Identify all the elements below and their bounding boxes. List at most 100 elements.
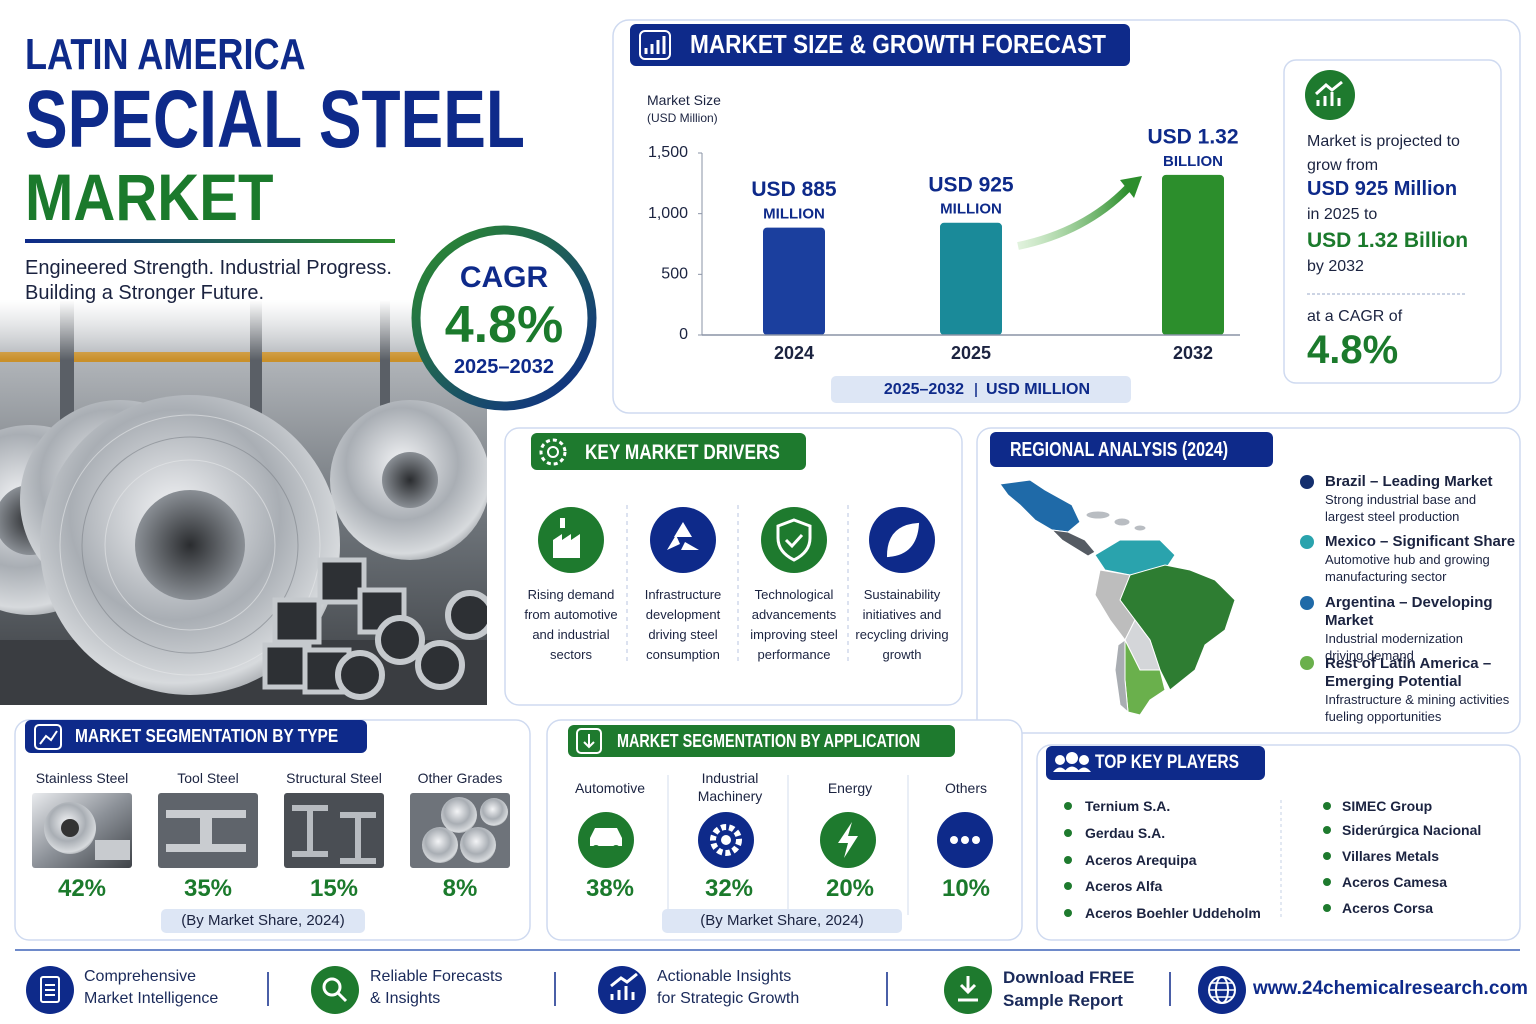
player: Aceros Camesa bbox=[1342, 874, 1448, 890]
application-share: 10% bbox=[941, 875, 991, 902]
y-axis-title: Market Size bbox=[647, 92, 721, 108]
region-item: Rest of Latin America – Emerging Potenti… bbox=[1325, 655, 1510, 725]
footer-text: Actionable Insights bbox=[657, 968, 792, 985]
graphic-circle bbox=[539, 438, 567, 466]
graphic-rect bbox=[40, 976, 60, 1003]
caption-pill bbox=[831, 376, 1131, 403]
graphic-path bbox=[292, 805, 376, 864]
panels bbox=[14, 19, 1521, 941]
graphic-circle bbox=[972, 836, 980, 844]
type-note: (By Market Share, 2024) bbox=[181, 912, 345, 929]
graphic-path bbox=[667, 775, 909, 915]
driver-text: Sustainability initiatives and recycling… bbox=[855, 587, 949, 662]
value-label: USD 1.32 bbox=[1147, 125, 1238, 148]
section-title: MARKET SIZE & GROWTH FORECAST bbox=[690, 29, 1106, 59]
y-tick-label: 1,000 bbox=[648, 205, 688, 222]
legend-dot bbox=[1300, 535, 1314, 549]
graphic-circle bbox=[710, 824, 742, 856]
graphic-circle bbox=[322, 977, 342, 997]
summary-from: USD 925 Million bbox=[1307, 178, 1458, 200]
type-share: 35% bbox=[183, 875, 233, 902]
graphic-circle bbox=[422, 827, 458, 863]
steel-photo bbox=[0, 300, 487, 705]
graphic-circle bbox=[1055, 755, 1065, 765]
title-line-2: SPECIAL STEEL bbox=[25, 74, 525, 165]
graphic-polygon bbox=[1114, 639, 1129, 714]
player: Ternium S.A. bbox=[1085, 798, 1171, 814]
website-link[interactable]: www.24chemicalresearch.com bbox=[1253, 978, 1528, 999]
graphic-polygon bbox=[1050, 529, 1096, 557]
title-line-3: MARKET bbox=[25, 160, 274, 234]
graphic-circle bbox=[1064, 829, 1072, 837]
driver-icons bbox=[538, 505, 935, 665]
graphic-rect bbox=[1283, 59, 1502, 384]
type-share: 15% bbox=[309, 875, 359, 902]
graphic-ellipse bbox=[1113, 517, 1131, 527]
y-tick-label: 500 bbox=[661, 266, 688, 283]
caption-period: 2025–2032 bbox=[883, 381, 964, 398]
graphic-path bbox=[583, 734, 595, 749]
y-tick-label: 1,500 bbox=[648, 144, 688, 161]
application-icons bbox=[578, 775, 993, 933]
player: Aceros Alfa bbox=[1085, 878, 1163, 894]
graphic-path bbox=[166, 810, 246, 852]
graphic-circle bbox=[1323, 802, 1331, 810]
type-name: Tool Steel bbox=[177, 770, 239, 786]
graphic-rect bbox=[272, 597, 322, 645]
bar-chart: 0 500 1,000 1,500 USD 885 MILLION 2024 USD 925 M… bbox=[648, 125, 1240, 363]
footer-text: Comprehensive bbox=[84, 968, 197, 985]
graphic-path bbox=[784, 533, 804, 549]
tagline: Engineered Strength. Industrial Progress… bbox=[25, 257, 392, 279]
summary-intro: Market is projected to grow from bbox=[1307, 133, 1460, 174]
summary-cagr: 4.8% bbox=[1307, 328, 1399, 372]
graphic-circle bbox=[950, 836, 958, 844]
graphic-polygon bbox=[838, 822, 858, 858]
graphic-circle bbox=[1066, 752, 1078, 764]
driver-text: Technological advancements improving ste… bbox=[750, 587, 838, 662]
cagr-period: 2025–2032 bbox=[453, 356, 555, 378]
graphic-rect bbox=[546, 719, 1023, 941]
legend-dot bbox=[1300, 596, 1314, 610]
player: SIMEC Group bbox=[1342, 798, 1433, 814]
region-name: Argentina – Developing Market bbox=[1325, 594, 1493, 629]
graphic-path bbox=[590, 828, 622, 846]
graphic-circle bbox=[375, 615, 425, 665]
graphic-circle bbox=[1323, 852, 1331, 860]
graphic-circle bbox=[1323, 904, 1331, 912]
download-sample[interactable]: Download FREE Sample Report bbox=[1003, 966, 1134, 1012]
value-label-unit: MILLION bbox=[763, 206, 825, 223]
player: Gerdau S.A. bbox=[1085, 825, 1166, 841]
footer-text: Sample Report bbox=[1003, 991, 1123, 1010]
region-map bbox=[999, 479, 1236, 716]
region-item: Argentina – Developing Market Industrial… bbox=[1325, 594, 1520, 664]
graphic-rect bbox=[34, 724, 62, 750]
growth-arrow-head bbox=[1120, 176, 1142, 198]
x-tick-label: 2024 bbox=[774, 343, 814, 363]
player: Aceros Arequipa bbox=[1085, 852, 1197, 868]
graphic-path bbox=[644, 36, 666, 54]
value-label: USD 925 bbox=[928, 173, 1014, 196]
graphic-path bbox=[336, 991, 348, 1003]
region-legend-markers bbox=[1300, 475, 1314, 670]
graphic-circle bbox=[598, 966, 646, 1014]
title-line-1: LATIN AMERICA bbox=[25, 30, 306, 79]
y-tick-label: 0 bbox=[679, 326, 688, 343]
graphic-rect bbox=[25, 720, 367, 753]
cagr-value: 4.8% bbox=[444, 296, 564, 354]
graphic-ellipse bbox=[1085, 510, 1111, 520]
footer-icons bbox=[15, 949, 1520, 1014]
section-title: MARKET SEGMENTATION BY TYPE bbox=[75, 726, 339, 746]
value-label-unit: BILLION bbox=[1163, 153, 1223, 170]
footer-text: & Insights bbox=[370, 990, 441, 1007]
graphic-circle bbox=[104, 459, 276, 631]
graphic-path bbox=[958, 976, 978, 1002]
graphic-polygon bbox=[1094, 539, 1176, 576]
graphic-path bbox=[1053, 766, 1091, 772]
player: Aceros Corsa bbox=[1342, 900, 1434, 916]
graphic-rect bbox=[95, 840, 130, 860]
graphic-path bbox=[626, 505, 849, 665]
footer-item: Reliable Forecasts & Insights bbox=[370, 966, 503, 1010]
application-share: 20% bbox=[825, 875, 875, 902]
